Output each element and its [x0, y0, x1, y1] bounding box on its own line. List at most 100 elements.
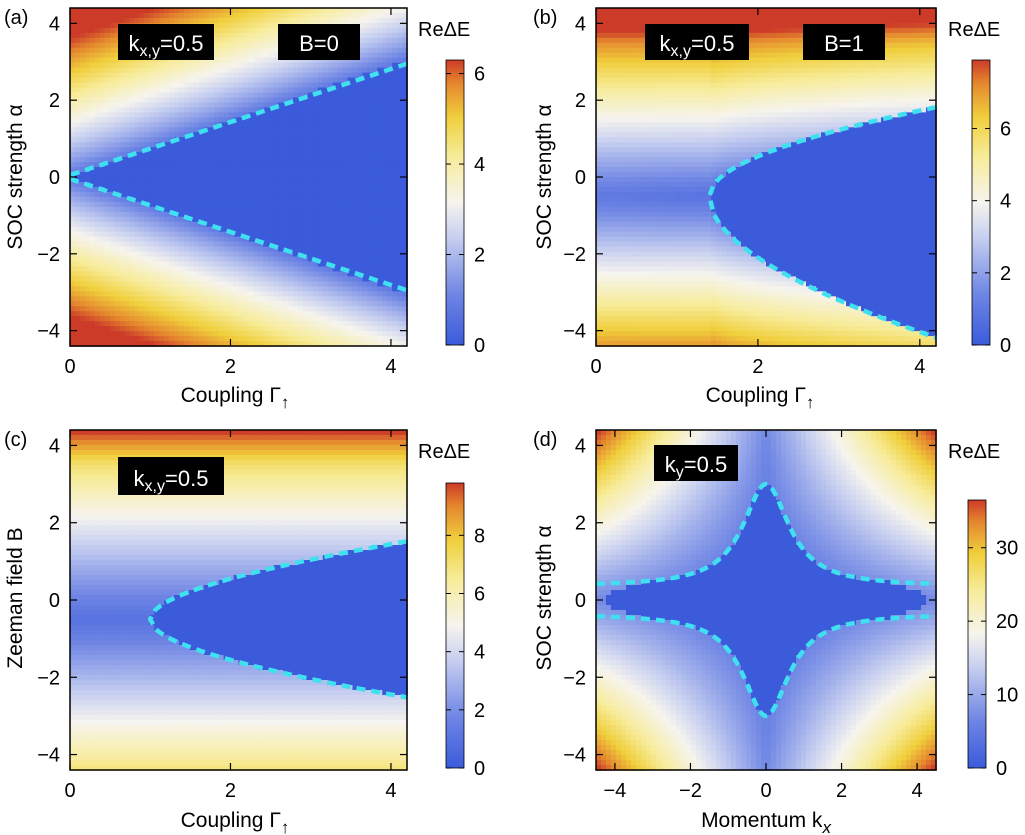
heatmap-cell — [228, 107, 235, 114]
heatmap-cell — [372, 191, 379, 198]
heatmap-cell — [139, 326, 146, 332]
heatmap-cell — [357, 122, 364, 129]
heatmap-cell — [129, 112, 136, 119]
heatmap-cell — [397, 102, 403, 109]
heatmap-cell — [233, 191, 240, 198]
heatmap-cell — [109, 97, 116, 104]
heatmap-cell — [228, 152, 235, 158]
heatmap-cell — [99, 102, 106, 109]
heatmap-cell — [258, 57, 265, 64]
heatmap-cell — [159, 82, 165, 89]
heatmap-cell — [104, 92, 111, 99]
heatmap-cell — [238, 211, 245, 218]
heatmap-cell — [179, 142, 185, 148]
heatmap-cell — [253, 177, 260, 183]
heatmap-cell — [149, 231, 156, 238]
heatmap-cell — [397, 162, 403, 168]
heatmap-cell — [218, 201, 225, 208]
heatmap-cell — [382, 127, 388, 134]
heatmap-cell — [188, 142, 195, 148]
heatmap-cell — [392, 72, 398, 79]
heatmap-cell — [179, 301, 185, 308]
heatmap-cell — [606, 326, 612, 332]
heatmap-cell — [119, 112, 126, 119]
heatmap-cell — [164, 286, 170, 293]
heatmap-cell — [223, 296, 230, 303]
heatmap-cell — [293, 271, 299, 278]
heatmap-cell — [337, 246, 344, 253]
heatmap-cell — [372, 132, 379, 139]
heatmap-cell — [99, 167, 106, 173]
heatmap-cell — [352, 152, 359, 158]
heatmap-cell — [119, 107, 126, 114]
heatmap-cell — [144, 17, 151, 24]
heatmap-cell — [228, 57, 235, 64]
heatmap-cell — [119, 172, 126, 178]
heatmap-cell — [596, 127, 602, 134]
heatmap-cell — [114, 236, 121, 243]
heatmap-cell — [129, 261, 136, 268]
heatmap-cell — [243, 37, 250, 44]
heatmap-cell — [193, 97, 200, 104]
heatmap-cell — [317, 251, 324, 258]
heatmap-cell — [288, 107, 294, 114]
heatmap-cell — [362, 22, 369, 29]
heatmap-cell — [263, 266, 270, 273]
heatmap-cell — [243, 181, 250, 188]
heatmap-cell — [387, 22, 393, 29]
heatmap-cell — [223, 226, 230, 233]
heatmap-cell — [84, 336, 91, 342]
heatmap-cell — [139, 341, 146, 347]
heatmap-cell — [273, 296, 279, 303]
heatmap-cell — [387, 261, 393, 268]
heatmap-cell — [253, 97, 260, 104]
heatmap-cell — [104, 211, 111, 218]
heatmap-cell — [208, 72, 215, 79]
heatmap-cell — [258, 12, 265, 19]
heatmap-cell — [193, 301, 200, 308]
heatmap-cell — [312, 87, 319, 94]
heatmap-cell — [258, 177, 265, 183]
heatmap-cell — [347, 97, 354, 104]
heatmap-cell — [317, 77, 324, 84]
heatmap-cell — [174, 152, 180, 158]
heatmap-cell — [188, 82, 195, 89]
heatmap-cell — [367, 281, 374, 288]
heatmap-cell — [342, 62, 349, 69]
heatmap-cell — [119, 321, 126, 327]
heatmap-cell — [382, 8, 388, 14]
heatmap-cell — [84, 12, 91, 19]
heatmap-cell — [169, 266, 175, 273]
heatmap-cell — [302, 107, 309, 114]
heatmap-cell — [372, 241, 379, 248]
y-tick-label: 2 — [49, 90, 60, 112]
heatmap-cell — [223, 142, 230, 148]
heatmap-cell — [297, 211, 304, 218]
heatmap-cell — [119, 246, 126, 253]
heatmap-cell — [327, 226, 334, 233]
heatmap-cell — [228, 102, 235, 109]
heatmap-cell — [193, 246, 200, 253]
heatmap-cell — [387, 321, 393, 327]
heatmap-cell — [263, 331, 270, 337]
heatmap-cell — [104, 336, 111, 342]
heatmap-cell — [233, 306, 240, 313]
heatmap-cell — [317, 157, 324, 163]
heatmap-cell — [342, 137, 349, 144]
heatmap-cell — [109, 201, 116, 208]
heatmap-cell — [70, 117, 76, 124]
heatmap-cell — [322, 87, 329, 94]
heatmap-cell — [332, 82, 339, 89]
heatmap-cell — [611, 8, 617, 14]
heatmap-cell — [332, 306, 339, 313]
heatmap-cell — [203, 316, 210, 322]
heatmap-cell — [79, 142, 86, 148]
heatmap-cell — [89, 331, 96, 337]
heatmap-cell — [223, 57, 230, 64]
heatmap-cell — [606, 137, 612, 144]
heatmap-cell — [352, 177, 359, 183]
heatmap-cell — [159, 157, 165, 163]
heatmap-cell — [169, 231, 175, 238]
heatmap-cell — [302, 72, 309, 79]
heatmap-cell — [601, 12, 607, 19]
